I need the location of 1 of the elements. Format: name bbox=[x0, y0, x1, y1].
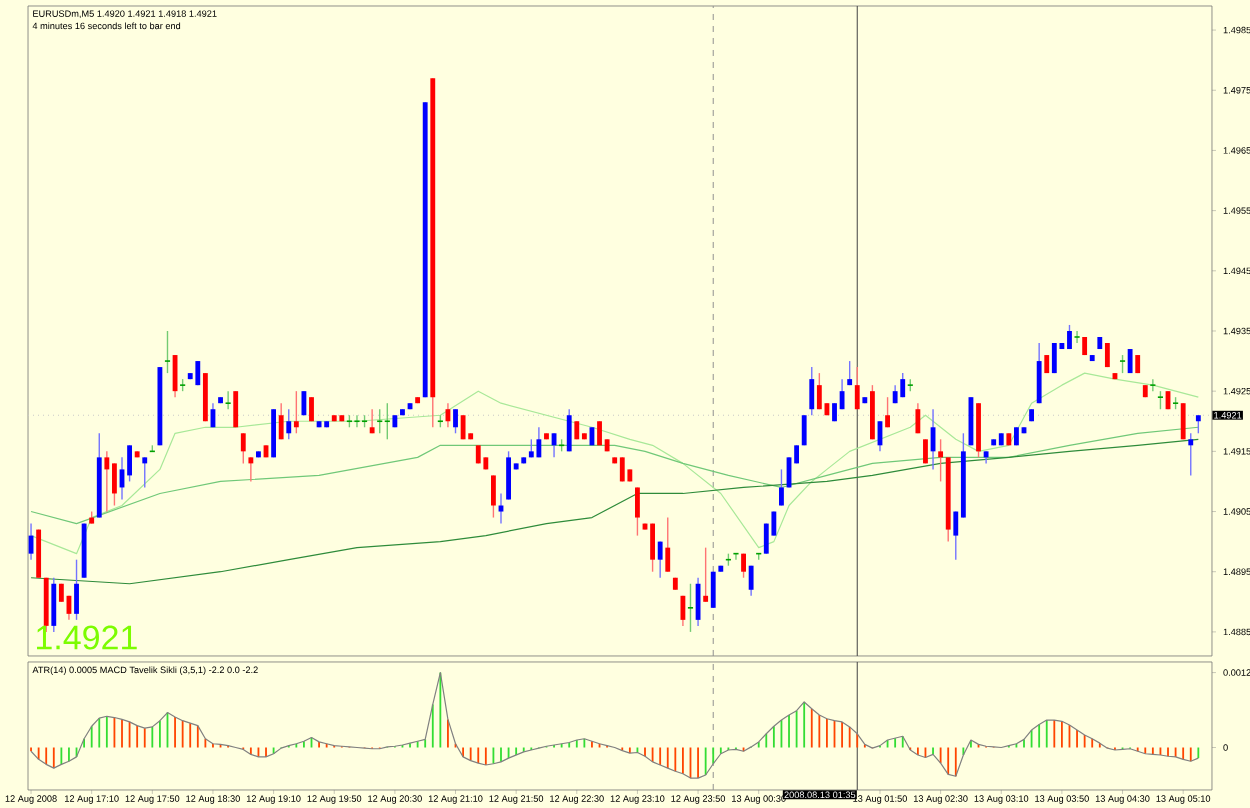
annotation: 1.4921 bbox=[37, 625, 137, 650]
